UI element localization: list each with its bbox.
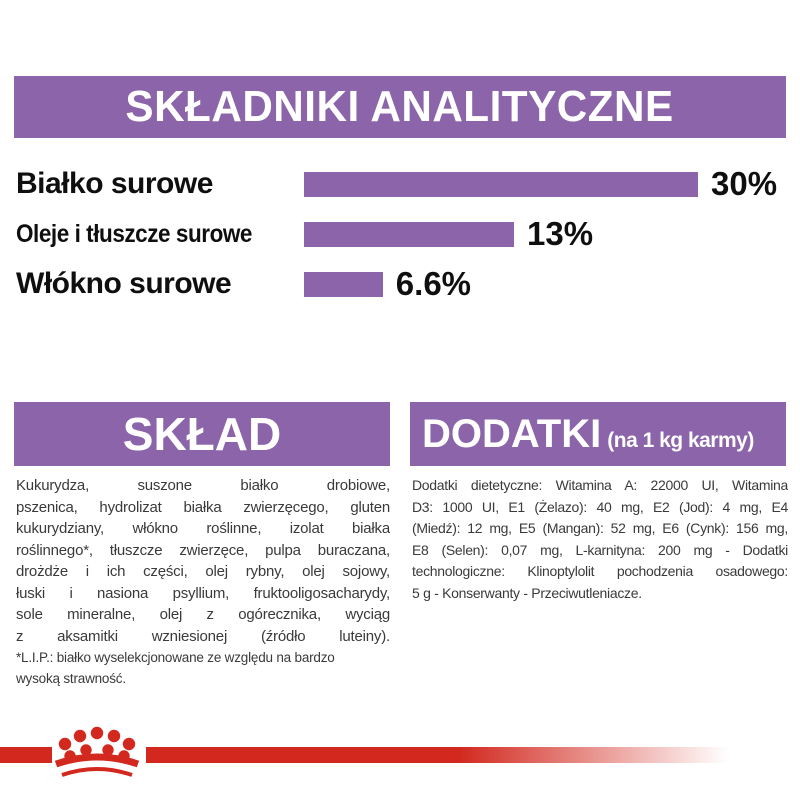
chart-bar-area: 13% bbox=[304, 215, 698, 253]
chart-bar-value: 13% bbox=[527, 215, 594, 252]
chart-bar-value: 30% bbox=[711, 165, 778, 202]
composition-text-line: sole mineralne, olej z ogórecznika, wyci… bbox=[16, 606, 390, 623]
analytical-components-header-bar: SKŁADNIKI ANALITYCZNE bbox=[14, 76, 786, 138]
additives-text-line: D3: 1000 UI, E1 (Żelazo): 40 mg, E2 (Jod… bbox=[412, 498, 788, 515]
crown-arcs bbox=[54, 753, 140, 777]
crown-dots bbox=[58, 726, 136, 762]
chart-row-label: Włókno surowe bbox=[16, 267, 232, 300]
royal-canin-crown-logo-icon bbox=[54, 726, 140, 777]
composition-text-line: roślinnego*, tłuszcze zwierzęce, pulpa b… bbox=[16, 541, 390, 559]
composition-header-bar: SKŁAD bbox=[14, 402, 390, 466]
composition-text-line: kukurydziany, włókno roślinne, izolat bi… bbox=[16, 520, 390, 537]
footer-red-line-right bbox=[146, 747, 746, 763]
chart-bar bbox=[304, 171, 698, 197]
additives-header-bar: DODATKI (na 1 kg karmy) bbox=[410, 402, 786, 466]
additives-text-line: Dodatki dietetyczne: Witamina A: 22000 U… bbox=[412, 477, 788, 493]
additives-text: Dodatki dietetyczne: Witamina A: 22000 U… bbox=[412, 475, 788, 604]
composition-text-line: pszenica, hydrolizat białka zwierzęcego,… bbox=[16, 498, 390, 516]
additives-lines: Dodatki dietetyczne: Witamina A: 22000 U… bbox=[412, 475, 788, 604]
composition-note-line: *L.I.P.: białko wyselekcjonowane ze wzgl… bbox=[16, 650, 335, 665]
additives-title-line: DODATKI (na 1 kg karmy) bbox=[422, 412, 754, 457]
chart-bar bbox=[304, 221, 514, 247]
composition-text-line: łuski i nasiona psyllium, fruktooligosac… bbox=[16, 584, 390, 602]
chart-bar bbox=[304, 271, 383, 297]
composition-lines: Kukurydza, suszone białko drobiowe, pszen… bbox=[16, 475, 390, 647]
composition-text-line: Kukurydza, suszone białko drobiowe, bbox=[16, 477, 390, 494]
chart-row-fibre: Włókno surowe 6.6% bbox=[16, 259, 800, 309]
composition-text-line: z aksamitki wzniesionej (źródło luteiny)… bbox=[16, 627, 390, 645]
composition-note: *L.I.P.: białko wyselekcjonowane ze wzgl… bbox=[16, 647, 390, 689]
footer-red-line-left bbox=[0, 747, 52, 763]
additives-title: DODATKI bbox=[422, 411, 602, 456]
additives-text-line: E8 (Selen): 0,07 mg, L-karnityna: 200 mg… bbox=[412, 541, 788, 558]
chart-row-fat: Oleje i tłuszcze surowe 13% bbox=[16, 209, 800, 259]
composition-text: Kukurydza, suszone białko drobiowe, pszen… bbox=[16, 475, 390, 689]
additives-title-suffix: (na 1 kg karmy) bbox=[607, 428, 754, 452]
chart-bar-area: 30% bbox=[304, 165, 777, 203]
chart-row-label: Oleje i tłuszcze surowe bbox=[16, 219, 252, 248]
chart-bar-area: 6.6% bbox=[304, 265, 698, 303]
composition-title: SKŁAD bbox=[122, 408, 282, 460]
composition-note-line: wysoką strawność. bbox=[16, 671, 126, 686]
chart-bar-value: 6.6% bbox=[395, 265, 472, 302]
page-title: SKŁADNIKI ANALITYCZNE bbox=[125, 82, 675, 131]
chart-row-protein: Białko surowe 30% bbox=[16, 159, 800, 209]
additives-text-line: 5 g - Konserwanty - Przeciwutleniacze. bbox=[412, 584, 642, 601]
additives-text-line: (Miedź): 12 mg, E5 (Mangan): 52 mg, E6 (… bbox=[412, 520, 788, 536]
composition-text-line: drożdże i ich części, olej rybny, olej s… bbox=[16, 563, 390, 580]
chart-row-label: Białko surowe bbox=[16, 167, 213, 200]
additives-text-line: technologiczne: Klinoptylolit pochodzeni… bbox=[412, 563, 788, 579]
